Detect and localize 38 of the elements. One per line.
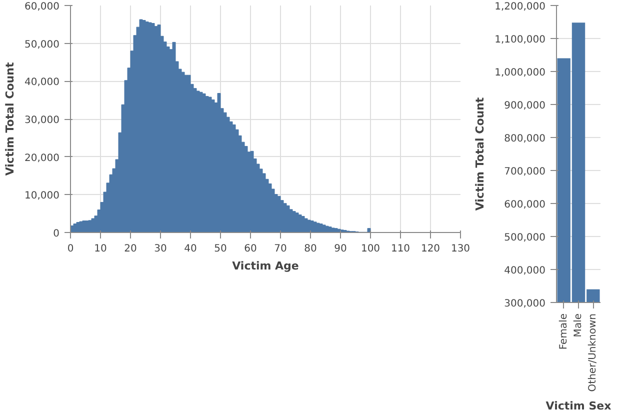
y-tick-label: 400,000: [504, 266, 546, 276]
y-tick-label: 1,000,000: [494, 68, 546, 78]
y-tick-label: 900,000: [504, 100, 546, 112]
y-tick-label: 50,000: [24, 39, 60, 50]
x-tick-label: 10: [94, 244, 107, 254]
x-tick-label: 0: [67, 244, 74, 254]
x-tick-label: 90: [334, 244, 347, 254]
y-tick-label: 0: [53, 228, 60, 240]
y-tick-label: 30,000: [24, 115, 60, 126]
y-axis-title: Victim Total Count: [4, 62, 17, 176]
x-tick-label: Other/Unknown: [588, 313, 599, 392]
y-tick-label: 1,200,000: [494, 2, 546, 12]
y-tick-label: 40,000: [24, 77, 60, 88]
y-axis-title: Victim Total Count: [474, 97, 487, 211]
y-tick-label: 10,000: [24, 190, 60, 202]
y-tick-label: 300,000: [504, 298, 546, 310]
x-tick-label: 50: [214, 244, 227, 254]
x-tick-label: Female: [558, 313, 570, 350]
x-tick-label: 30: [154, 244, 167, 254]
x-axis-title: Victim Age: [232, 260, 299, 272]
x-tick-label: 60: [244, 244, 257, 254]
y-tick-label: 700,000: [504, 166, 546, 178]
x-tick-label: 130: [450, 244, 470, 254]
x-tick-label: 100: [360, 244, 380, 254]
x-tick-label: 70: [274, 244, 287, 254]
y-tick-label: 20,000: [24, 152, 60, 164]
y-tick-label: 800,000: [504, 134, 546, 144]
y-tick-label: 600,000: [504, 200, 546, 210]
x-tick-label: 80: [304, 244, 317, 254]
x-tick-label: 40: [184, 244, 197, 254]
x-tick-label: 120: [420, 244, 440, 254]
x-tick-label: 110: [390, 244, 410, 254]
x-tick-label: Male: [573, 314, 584, 338]
x-axis-title: Victim Sex: [546, 400, 612, 413]
y-tick-label: 1,100,000: [494, 34, 546, 46]
y-tick-label: 500,000: [504, 232, 546, 244]
x-tick-label: 20: [124, 244, 137, 254]
y-tick-label: 60,000: [24, 2, 60, 12]
